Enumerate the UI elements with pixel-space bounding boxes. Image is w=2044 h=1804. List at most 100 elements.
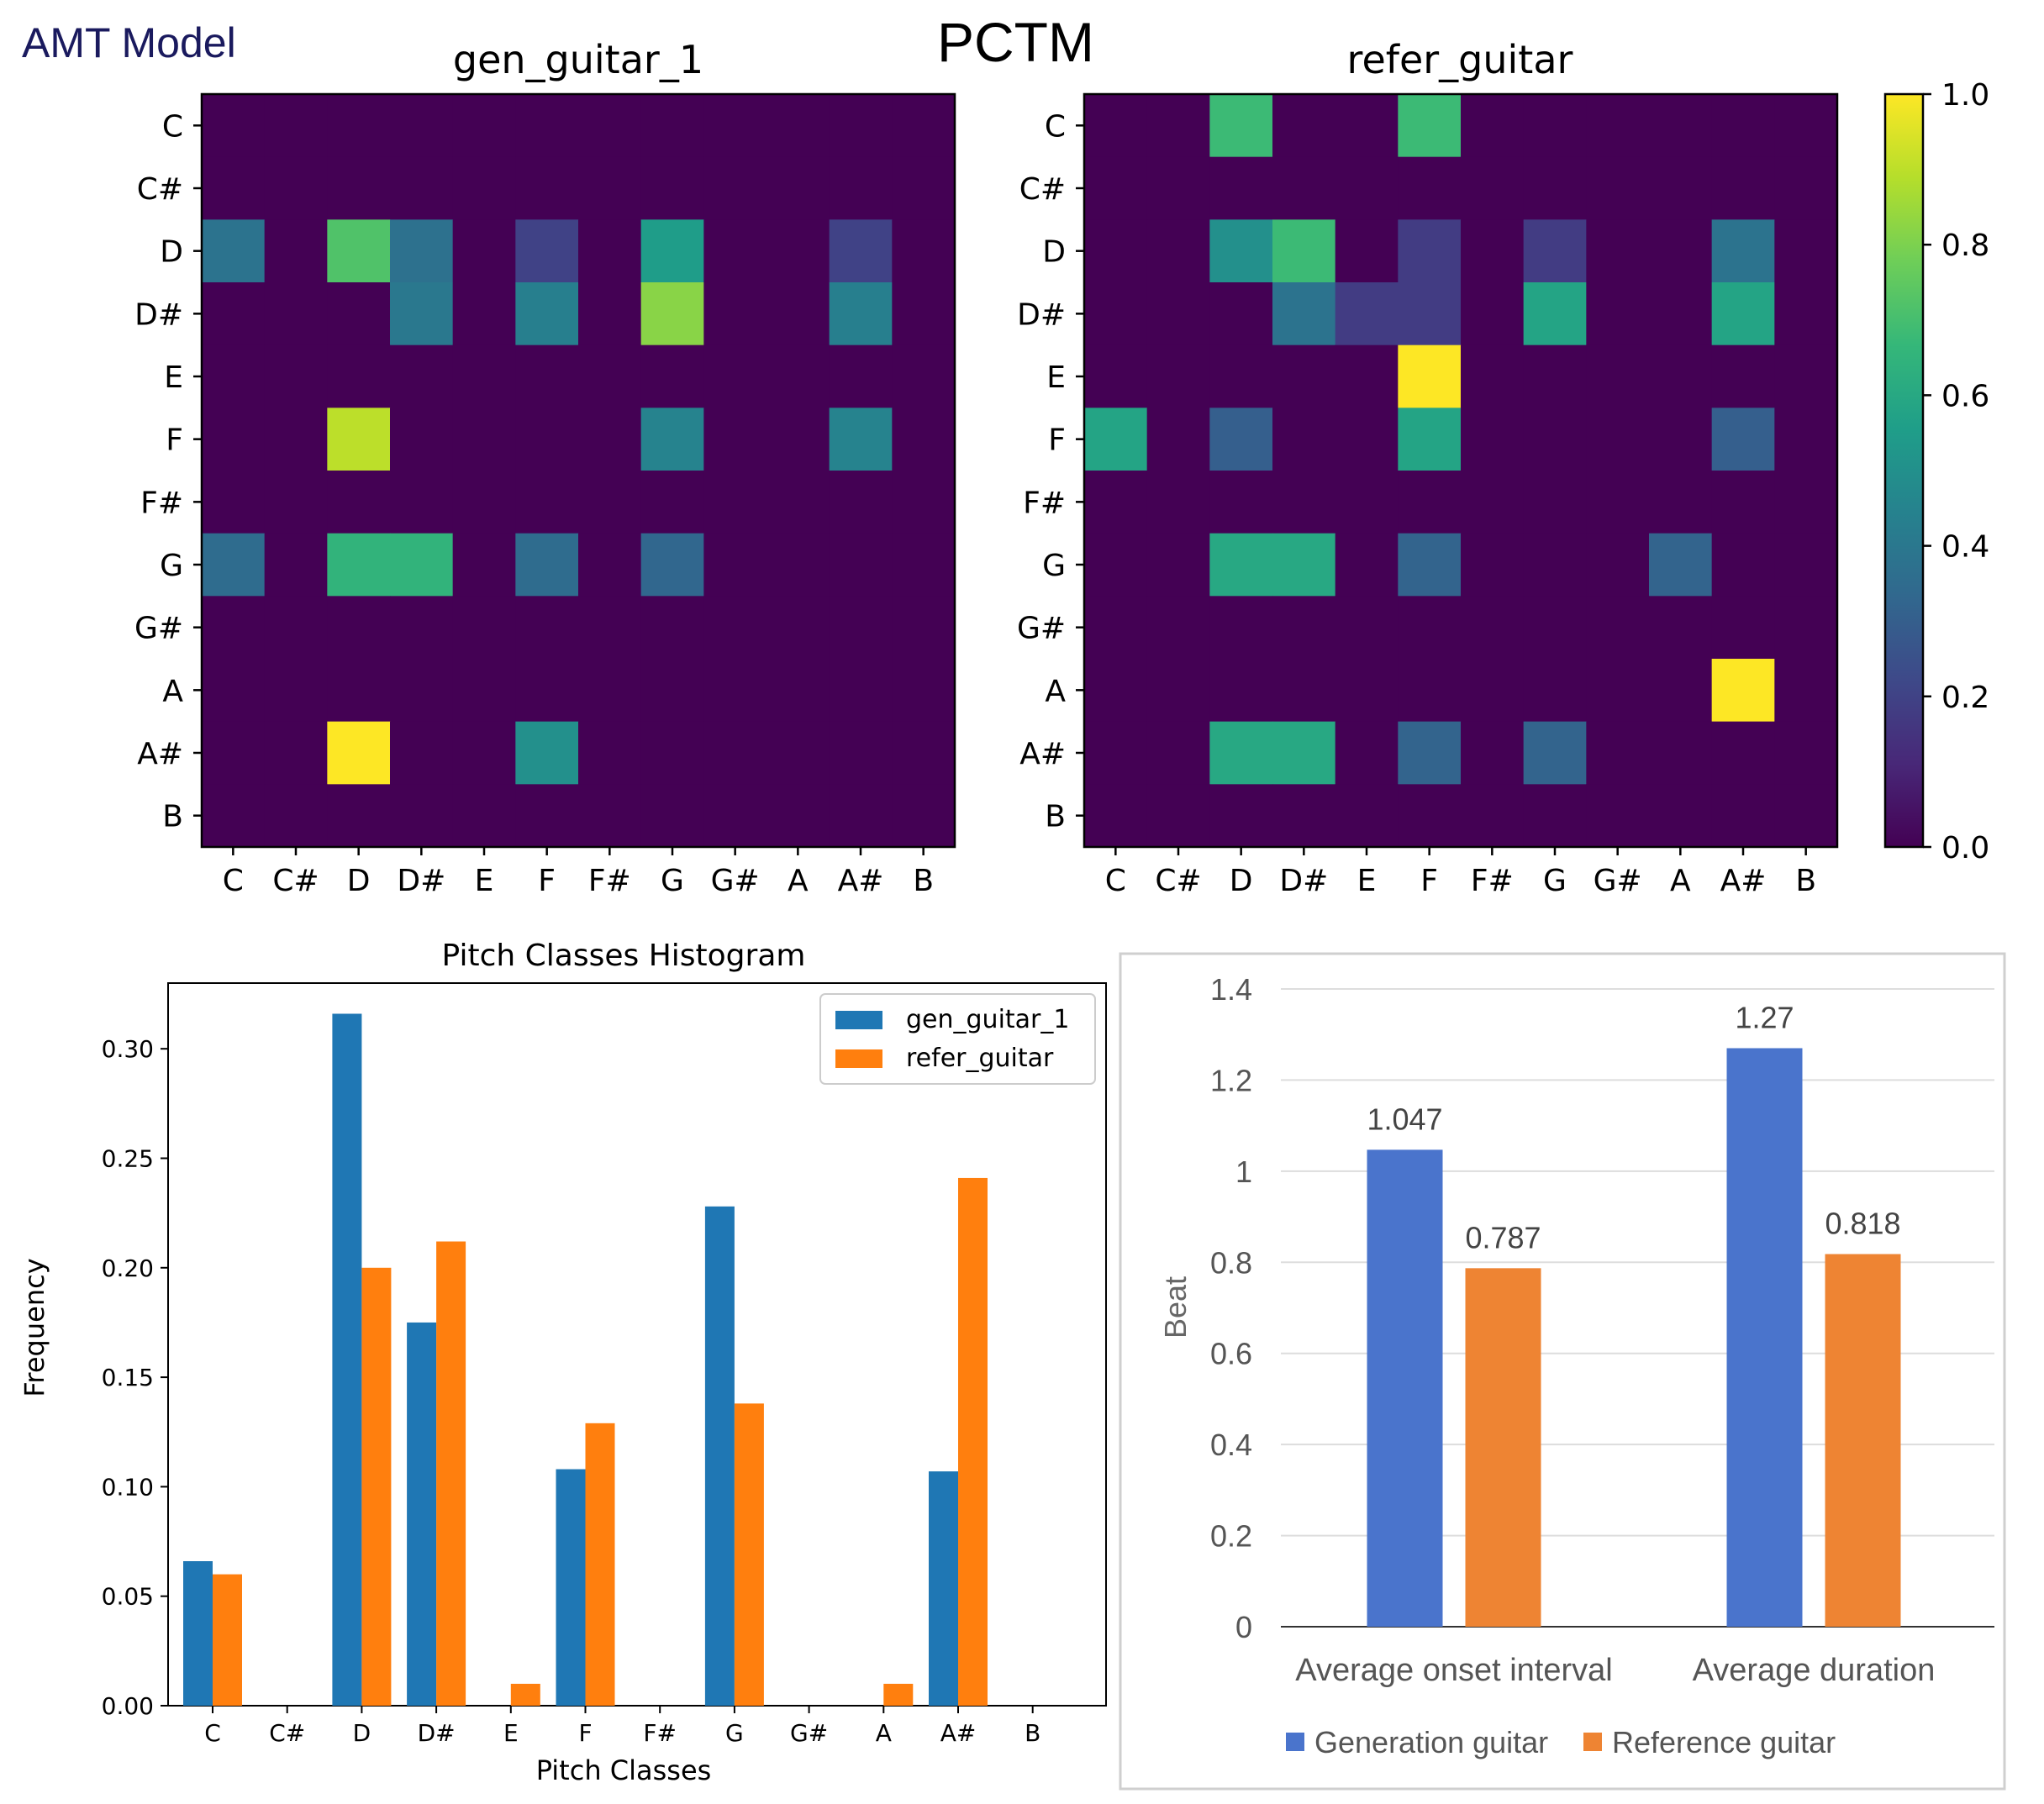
heatmap-gen-cell — [829, 596, 893, 660]
heatmap-refer-cell — [1711, 156, 1775, 220]
heatmap-refer-cell — [1649, 156, 1713, 220]
heatmap-gen-cell — [578, 282, 642, 346]
heatmap-gen-cell — [892, 344, 956, 408]
heatmap-gen-cell — [515, 659, 579, 723]
histogram-legend-label: gen_guitar_1 — [906, 1005, 1069, 1034]
colorbar-tick-label: 1.0 — [1941, 78, 1989, 113]
heatmap-refer-cell — [1649, 282, 1713, 346]
heatmap-refer-cell — [1146, 659, 1210, 723]
colorbar-gradient — [1883, 92, 1925, 849]
histogram-xtick-label: A — [876, 1719, 892, 1747]
heatmap-refer-cell — [1649, 721, 1713, 785]
heatmap-refer-cell — [1209, 282, 1273, 346]
heatmap-gen-xtick-label: D# — [397, 864, 445, 898]
heatmap-gen-cell — [640, 596, 704, 660]
heatmap-refer-cell — [1146, 533, 1210, 597]
heatmap-gen-cell — [264, 596, 328, 660]
beat-data-label: 1.27 — [1735, 1000, 1794, 1034]
heatmap-refer-cell — [1523, 94, 1587, 158]
heatmap-refer-cell — [1461, 721, 1525, 785]
heatmap-refer-cell — [1774, 471, 1838, 534]
heatmap-gen-cell — [766, 156, 830, 220]
heatmap-gen-cell — [452, 471, 516, 534]
heatmap-gen-xtick-label: F — [538, 864, 556, 898]
heatmap-refer-frame — [1083, 92, 1839, 849]
heatmap-gen-xtick-label: E — [475, 864, 494, 898]
heatmap-gen-cell — [515, 156, 579, 220]
heatmap-refer-cell — [1335, 219, 1399, 283]
heatmap-refer-cell — [1146, 344, 1210, 408]
heatmap-gen-cell — [703, 94, 767, 158]
heatmap-refer-cell — [1335, 596, 1399, 660]
histogram-xtick-label: A# — [940, 1719, 977, 1747]
heatmap-gen-ytick-label: A — [162, 674, 183, 708]
heatmap-gen-cell — [264, 219, 328, 283]
heatmap-refer-cell — [1649, 784, 1713, 848]
beat-legend-label: Generation guitar — [1314, 1725, 1548, 1759]
heatmap-gen-cell — [327, 156, 391, 220]
histogram-bar-ref — [361, 1267, 392, 1706]
heatmap-refer-cell — [1272, 408, 1336, 471]
beat-legend-label: Reference guitar — [1612, 1725, 1836, 1759]
heatmap-gen-cell — [578, 219, 642, 283]
heatmap-refer-cell — [1711, 344, 1775, 408]
heatmap-gen-cell — [703, 471, 767, 534]
colorbar-tick-label: 0.6 — [1941, 379, 1989, 413]
heatmap-refer-xtick-label: D# — [1279, 864, 1328, 898]
heatmap-gen-cell — [892, 282, 956, 346]
heatmap-refer-cell — [1711, 219, 1775, 283]
heatmap-gen-cell — [766, 282, 830, 346]
heatmap-gen-cell — [829, 219, 893, 283]
heatmap-gen-cell — [578, 784, 642, 848]
heatmap-refer-cell — [1523, 282, 1587, 346]
heatmap-gen-xtick-label: F# — [588, 864, 631, 898]
colorbar-tick-label: 0.2 — [1941, 681, 1989, 715]
heatmap-gen-cell — [264, 94, 328, 158]
heatmap-refer-cell — [1649, 219, 1713, 283]
heatmap-gen-guitar: CC#DD#EFF#GG#AA#BC C# D D# E F F# G G# A A# B — [134, 92, 956, 898]
heatmap-refer-cell — [1209, 596, 1273, 660]
heatmap-gen-cell — [703, 219, 767, 283]
heatmap-refer-cell — [1272, 533, 1336, 597]
heatmap-refer-xtick-label: F — [1420, 864, 1438, 898]
heatmap-refer-cell — [1774, 282, 1838, 346]
histogram-xtick-label: F — [578, 1719, 592, 1747]
heatmap-gen-cell — [640, 156, 704, 220]
heatmap-refer-xtick-label: F# — [1471, 864, 1514, 898]
heatmap-gen-cell — [515, 721, 579, 785]
heatmap-refer-cell — [1209, 219, 1273, 283]
heatmap-refer-cell — [1586, 219, 1650, 283]
heatmap-refer-cell — [1084, 94, 1148, 158]
heatmap-gen-cell — [640, 344, 704, 408]
heatmap-gen-cell — [766, 596, 830, 660]
heatmap-refer-cell — [1146, 282, 1210, 346]
heatmap-gen-cell — [452, 408, 516, 471]
heatmap-gen-cell — [829, 659, 893, 723]
heatmap-refer-cell — [1398, 533, 1462, 597]
heatmap-refer-cell — [1523, 784, 1587, 848]
heatmap-gen-cell — [327, 282, 391, 346]
heatmap-refer-ytick-label: G# — [1017, 612, 1066, 646]
heatmap-refer-cell — [1649, 596, 1713, 660]
heatmap-gen-xtick-label: G — [661, 864, 684, 898]
heatmap-gen-cell — [766, 533, 830, 597]
heatmap-refer-cell — [1335, 784, 1399, 848]
heatmap-gen-cell — [327, 533, 391, 597]
heatmap-gen-cell — [892, 659, 956, 723]
heatmap-gen-xtick-label: A# — [838, 864, 884, 898]
heatmap-gen-cell — [452, 596, 516, 660]
heatmap-gen-cell — [452, 94, 516, 158]
heatmap-refer-cell — [1084, 471, 1148, 534]
heatmap-gen-cell — [202, 94, 266, 158]
heatmap-gen-cell — [452, 721, 516, 785]
heatmap-gen-cell — [515, 219, 579, 283]
heatmap-refer-cell — [1272, 156, 1336, 220]
histogram-bar-gen — [556, 1469, 586, 1706]
heatmap-gen-ytick-label: D — [160, 235, 183, 270]
heatmap-gen-cell — [515, 408, 579, 471]
heatmap-refer-cell — [1586, 721, 1650, 785]
heatmap-refer-cell — [1711, 94, 1775, 158]
amt-model-label: AMT Model — [22, 19, 236, 66]
histogram-xtick-label: C — [204, 1719, 221, 1747]
heatmap-gen-cell — [452, 219, 516, 283]
